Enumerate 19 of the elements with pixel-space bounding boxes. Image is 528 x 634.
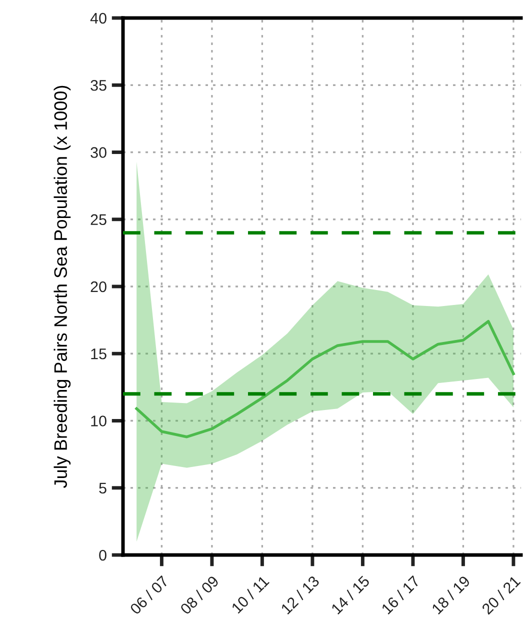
x-tick-label: 16 / 17 (380, 574, 420, 615)
x-tick-label: 10 / 11 (230, 574, 270, 614)
y-tick-label: 5 (99, 482, 106, 494)
x-tick-label: 08 / 09 (179, 574, 220, 615)
x-tick-label: 12 / 13 (280, 574, 320, 615)
y-tick-label: 20 (90, 281, 106, 292)
x-tick-label: 06 / 07 (129, 574, 170, 615)
y-tick-label: 10 (91, 416, 106, 426)
y-tick-label: 0 (99, 550, 106, 561)
line-series (135, 320, 515, 438)
y-axis-title: July Breeding Pairs North Sea Population (x 1000) (54, 86, 71, 488)
y-tick-label: 15 (91, 348, 106, 360)
x-tick-label: 20 / 21 (480, 574, 521, 615)
x-tick-label: 14 / 15 (330, 574, 370, 615)
y-tick-label: 35 (90, 80, 106, 91)
y-tick-label: 30 (90, 147, 106, 158)
y-tick-label: 25 (90, 214, 106, 226)
y-tick-label: 40 (90, 12, 106, 24)
x-tick-label: 18 / 19 (431, 574, 471, 615)
